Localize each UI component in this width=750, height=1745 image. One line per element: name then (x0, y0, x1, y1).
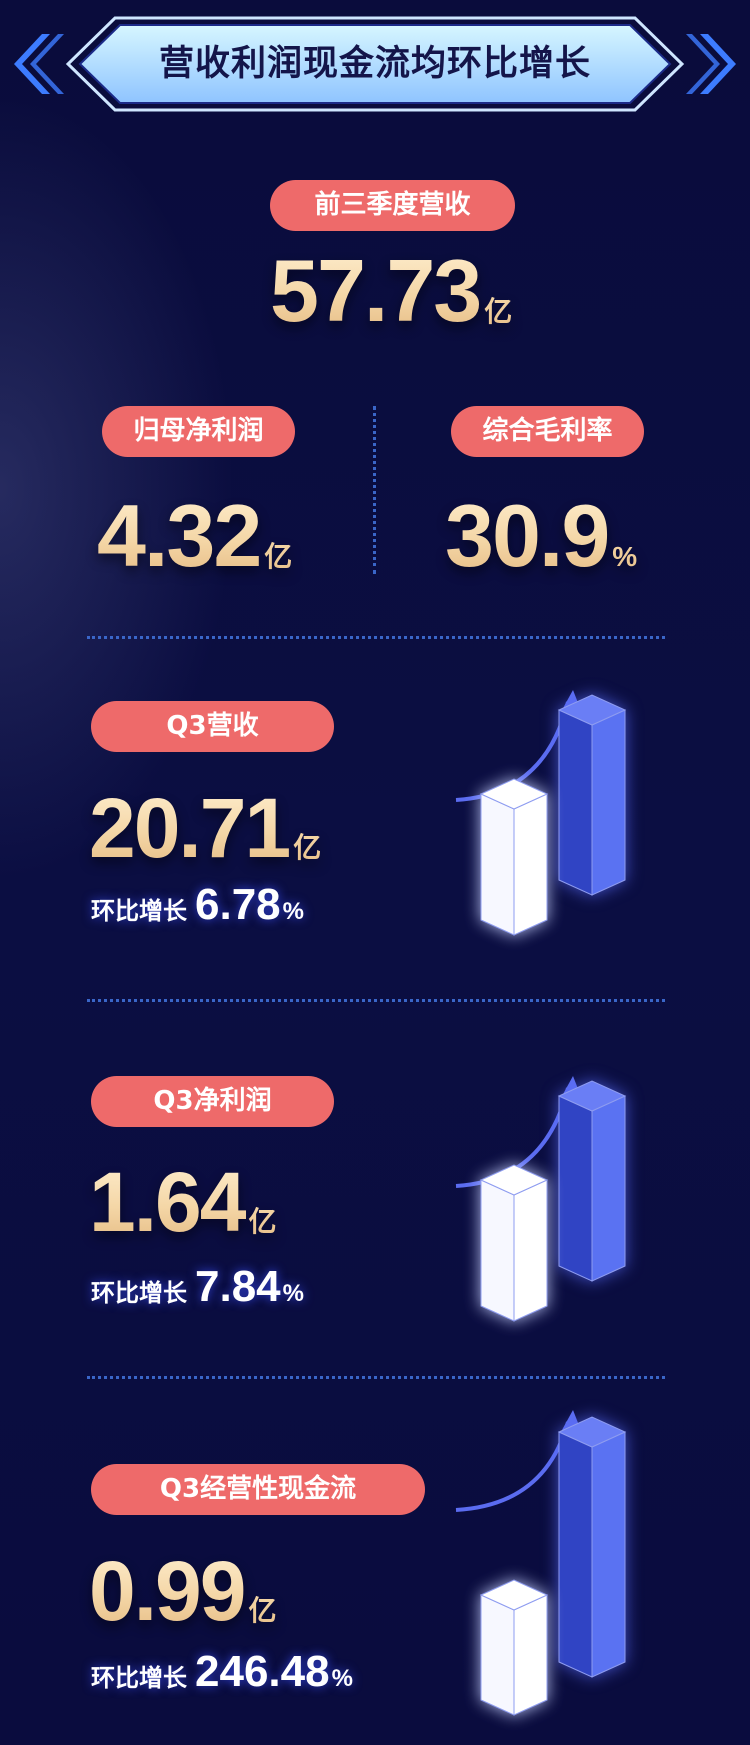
white-bar (479, 778, 549, 936)
q3-net-profit-value: 1.64 亿 (89, 1155, 277, 1249)
section-divider (87, 1376, 665, 1379)
revenue-ytd-value: 57.73 亿 (270, 241, 513, 340)
q3-cash-flow-value: 0.99 亿 (89, 1544, 277, 1638)
vertical-divider (373, 406, 376, 574)
q3-revenue-growth: 环比增长 6.78% (91, 880, 304, 929)
blue-bar (557, 1080, 627, 1282)
left-chevrons-icon (14, 34, 64, 94)
white-bar (479, 1164, 549, 1322)
q3-net-profit-label: Q3净利润 (91, 1076, 334, 1127)
section-divider (87, 636, 665, 639)
blue-bar (557, 1416, 627, 1678)
blue-bar (557, 694, 627, 896)
q3-cash-flow-label: Q3经营性现金流 (91, 1464, 425, 1515)
gross-margin-value: 30.9% (445, 486, 638, 585)
q3-cash-flow-growth: 环比增长 246.48% (91, 1647, 353, 1696)
q3-revenue-label: Q3营收 (91, 701, 334, 752)
section-divider (87, 999, 665, 1002)
gross-margin-label: 综合毛利率 (451, 406, 644, 457)
net-profit-value: 4.32 亿 (97, 486, 293, 585)
right-chevrons-icon (686, 34, 736, 94)
title-banner (14, 16, 736, 112)
revenue-ytd-label: 前三季度营收 (270, 180, 515, 231)
growth-arrow-icon (455, 1421, 570, 1512)
bar-growth-icon (455, 1410, 627, 1716)
q3-net-profit-growth: 环比增长 7.84% (91, 1262, 304, 1311)
page-title: 营收利润现金流均环比增长 (158, 44, 591, 84)
bar-growth-icon (455, 1076, 627, 1322)
white-bar (479, 1579, 549, 1716)
net-profit-label: 归母净利润 (102, 406, 295, 457)
bar-growth-icon (455, 690, 627, 936)
q3-revenue-value: 20.71 亿 (89, 781, 322, 875)
